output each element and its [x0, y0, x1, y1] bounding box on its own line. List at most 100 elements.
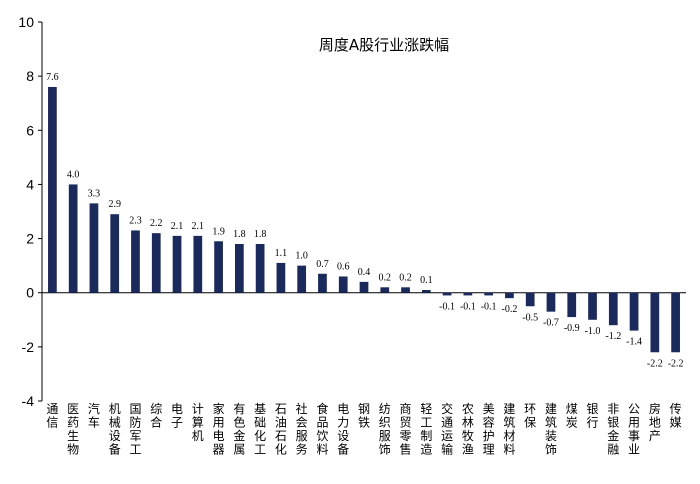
bar	[48, 86, 57, 293]
data-label: -1.4	[626, 337, 642, 348]
x-tick-label: 基础化工	[254, 402, 266, 457]
data-label: -0.1	[460, 301, 476, 312]
y-tick-label: 2	[26, 231, 34, 247]
y-tick-label: -2	[22, 339, 35, 355]
x-tick-label: 建筑装饰	[545, 402, 557, 457]
data-label: -0.1	[439, 301, 455, 312]
x-tick-label: 钢铁	[358, 402, 370, 430]
bar	[505, 292, 514, 299]
x-tick-label: 计算机	[192, 402, 204, 443]
data-label: 7.6	[46, 72, 59, 83]
bar	[421, 290, 431, 293]
x-tick-label: 国防军工	[129, 402, 141, 457]
data-label: 2.9	[108, 199, 121, 210]
data-label: 2.1	[192, 221, 205, 232]
bar	[68, 184, 78, 293]
data-labels: 7.6 4.0 3.3 2.9 2.3 2.2 2.1 2.1 1.9 1.8 1.8 1.1 1.0 0…	[46, 72, 683, 369]
data-label: -0.1	[481, 301, 497, 312]
bar	[214, 241, 223, 293]
x-tick-label: 医药生物	[67, 402, 79, 457]
data-label: -0.2	[501, 304, 517, 315]
bar	[484, 292, 494, 296]
data-label: 2.3	[129, 215, 142, 226]
y-tick-label: 10	[18, 14, 34, 30]
x-tick-label: 社会服务	[296, 401, 308, 457]
x-axis-labels: 通信医药生物汽车机械设备国防军工综合电子计算机家用电器有色金属基础化工石油石化社…	[46, 401, 681, 457]
bar	[338, 276, 348, 293]
bar	[671, 292, 680, 353]
x-tick-label: 电力设备	[337, 402, 349, 457]
x-tick-label: 石油石化	[275, 402, 287, 457]
x-tick-label: 环保	[524, 402, 536, 430]
bar	[234, 243, 244, 293]
x-tick-label: 食品饮料	[316, 401, 328, 457]
bar	[650, 292, 660, 353]
x-tick-label: 通信	[46, 402, 58, 430]
data-label: -0.7	[543, 318, 559, 329]
x-tick-label: 农林牧渔	[462, 402, 474, 457]
data-label: 2.2	[150, 218, 163, 229]
y-tick-label: 0	[26, 285, 34, 301]
y-tick-label: 8	[26, 68, 34, 84]
x-tick-label: 家用电器	[213, 401, 225, 457]
bar	[442, 292, 452, 296]
chart-title: 周度A股行业涨跌幅	[319, 36, 449, 54]
x-tick-label: 有色金属	[233, 402, 245, 457]
data-label: -2.2	[668, 358, 684, 369]
bar	[255, 243, 265, 293]
x-tick-label: 公用事业	[628, 402, 640, 457]
data-label: 3.3	[88, 188, 101, 199]
data-label: 1.8	[233, 229, 246, 240]
x-tick-label: 轻工制造	[420, 402, 432, 457]
bar	[193, 235, 203, 293]
x-tick-label: 综合	[150, 402, 162, 430]
data-label: -1.0	[585, 326, 601, 337]
data-label: 0.4	[358, 267, 371, 278]
bar	[567, 292, 577, 318]
data-label: 1.1	[275, 248, 288, 259]
bar	[629, 292, 639, 331]
data-label: 1.0	[295, 251, 308, 262]
data-label: 1.9	[212, 226, 225, 237]
data-label: 0.2	[399, 272, 412, 283]
bar	[89, 203, 99, 293]
x-tick-label: 非银金融	[607, 402, 619, 457]
bar	[588, 292, 597, 320]
x-tick-label: 纺织服饰	[379, 402, 391, 457]
data-label: -2.2	[647, 358, 663, 369]
data-label: 0.7	[316, 259, 329, 270]
data-label: -1.2	[605, 331, 621, 342]
data-label: -0.9	[564, 323, 580, 334]
x-tick-label: 汽车	[88, 401, 100, 430]
bar	[110, 214, 120, 293]
data-label: -0.5	[522, 312, 538, 323]
x-tick-label: 房地产	[649, 401, 661, 443]
x-tick-label: 电子	[171, 402, 183, 430]
bar	[463, 292, 473, 296]
data-label: 0.1	[420, 275, 433, 286]
bars	[48, 86, 680, 353]
x-tick-label: 银行	[587, 402, 599, 430]
x-tick-label: 建筑材料	[503, 402, 515, 457]
data-label: 0.6	[337, 261, 350, 272]
x-tick-label: 交通运输	[441, 401, 453, 457]
bar	[380, 287, 390, 293]
bar	[318, 273, 327, 293]
bar	[401, 287, 410, 293]
bar	[172, 235, 182, 293]
bar	[131, 230, 140, 293]
data-label: 4.0	[67, 169, 80, 180]
y-tick-label: -4	[22, 393, 35, 409]
x-tick-label: 传媒	[670, 401, 682, 430]
bar	[276, 262, 286, 293]
x-tick-label: 机械设备	[109, 402, 121, 457]
bar	[151, 233, 161, 293]
bar	[525, 292, 535, 307]
data-label: 1.8	[254, 229, 267, 240]
y-tick-label: 4	[26, 176, 34, 192]
y-axis: 10 8 6 4 2 0 -2 -4	[18, 14, 686, 409]
bar	[359, 281, 369, 293]
x-tick-label: 商贸零售	[400, 401, 412, 457]
y-tick-label: 6	[26, 122, 34, 138]
